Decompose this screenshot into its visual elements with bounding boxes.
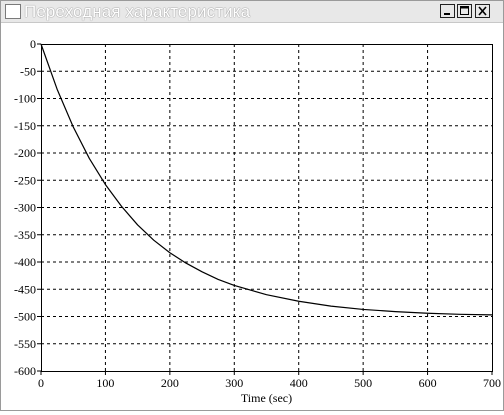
x-tick-label: 0 <box>38 376 44 390</box>
x-tick-label: 100 <box>96 376 114 390</box>
x-tick-label: 700 <box>483 376 501 390</box>
x-tick-label: 600 <box>419 376 437 390</box>
x-tick-label: 300 <box>225 376 243 390</box>
y-tick-label: -450 <box>14 282 36 296</box>
close-button[interactable] <box>475 4 490 18</box>
y-tick-label: -50 <box>20 64 36 78</box>
y-tick-label: -350 <box>14 228 36 242</box>
y-tick-label: -400 <box>14 255 36 269</box>
y-tick-label: -550 <box>14 337 36 351</box>
window-title: Переходная характеристика <box>24 2 251 21</box>
window-app-icon <box>5 4 21 19</box>
y-tick-label: -500 <box>14 310 36 324</box>
title-bar[interactable]: Переходная характеристика <box>1 1 503 23</box>
y-tick-label: 0 <box>30 37 36 51</box>
close-icon <box>478 6 487 16</box>
x-axis-label: Time (sec) <box>241 391 292 405</box>
x-tick-label: 400 <box>290 376 308 390</box>
plot-area: 0 100 200 300 400 500 600 700 0 -50 -100 -150 -200 -2… <box>1 23 503 410</box>
y-tick-label: -600 <box>14 364 36 378</box>
y-tick-label: -300 <box>14 201 36 215</box>
maximize-button[interactable] <box>457 4 472 18</box>
y-tick-label: -250 <box>14 173 36 187</box>
minimize-button[interactable] <box>440 4 455 18</box>
step-response-chart: 0 100 200 300 400 500 600 700 0 -50 -100 -150 -200 -2… <box>14 37 501 405</box>
y-tick-label: -150 <box>14 119 36 133</box>
x-tick-label: 500 <box>354 376 372 390</box>
maximize-icon <box>460 6 469 15</box>
plot-frame <box>41 44 493 372</box>
plot-background <box>41 44 492 371</box>
minimize-icon <box>444 13 450 15</box>
series-line <box>40 43 493 316</box>
x-tick-label: 200 <box>161 376 179 390</box>
y-tick-label: -200 <box>14 146 36 160</box>
y-tick-label: -100 <box>14 92 36 106</box>
